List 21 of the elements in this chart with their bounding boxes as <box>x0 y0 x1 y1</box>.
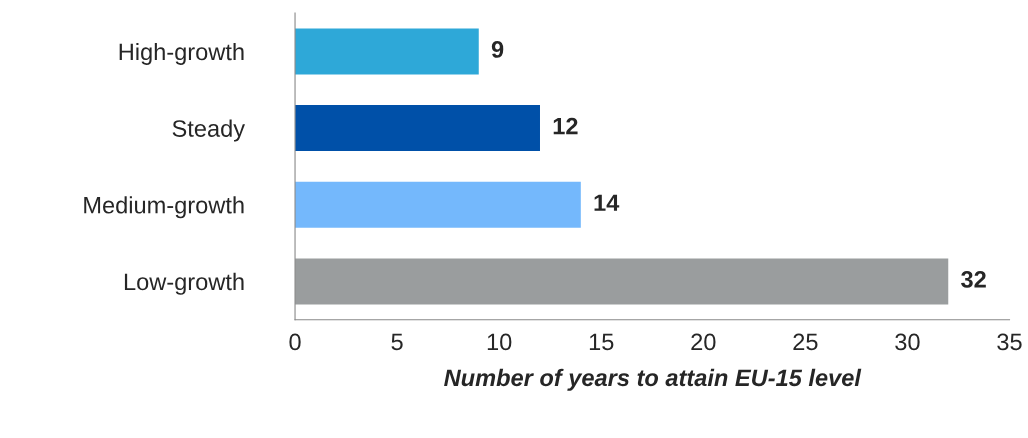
bar <box>295 105 540 152</box>
x-tick-label: 15 <box>589 333 614 351</box>
bar <box>295 258 949 305</box>
x-tick-label: 0 <box>289 333 301 351</box>
y-tick-label: High-growth <box>119 42 244 65</box>
x-tick-label: 20 <box>691 333 716 351</box>
y-tick-label: Steady <box>172 119 245 142</box>
data-label: 32 <box>961 271 986 288</box>
data-label: 14 <box>594 194 620 211</box>
data-label: 12 <box>553 117 578 135</box>
y-tick-label: Low-growth <box>124 272 244 295</box>
x-tick-label: 5 <box>391 333 403 351</box>
y-tick-label: Medium-growth <box>84 196 244 219</box>
data-label: 9 <box>491 41 504 58</box>
x-tick-label: 35 <box>997 333 1022 351</box>
bar <box>295 181 581 228</box>
x-tick-label: 25 <box>793 333 818 351</box>
bar <box>295 28 479 75</box>
x-tick-label: 30 <box>895 333 920 351</box>
x-tick-label: 10 <box>487 333 512 351</box>
x-axis-title: Number of years to attain EU-15 level <box>444 368 862 391</box>
